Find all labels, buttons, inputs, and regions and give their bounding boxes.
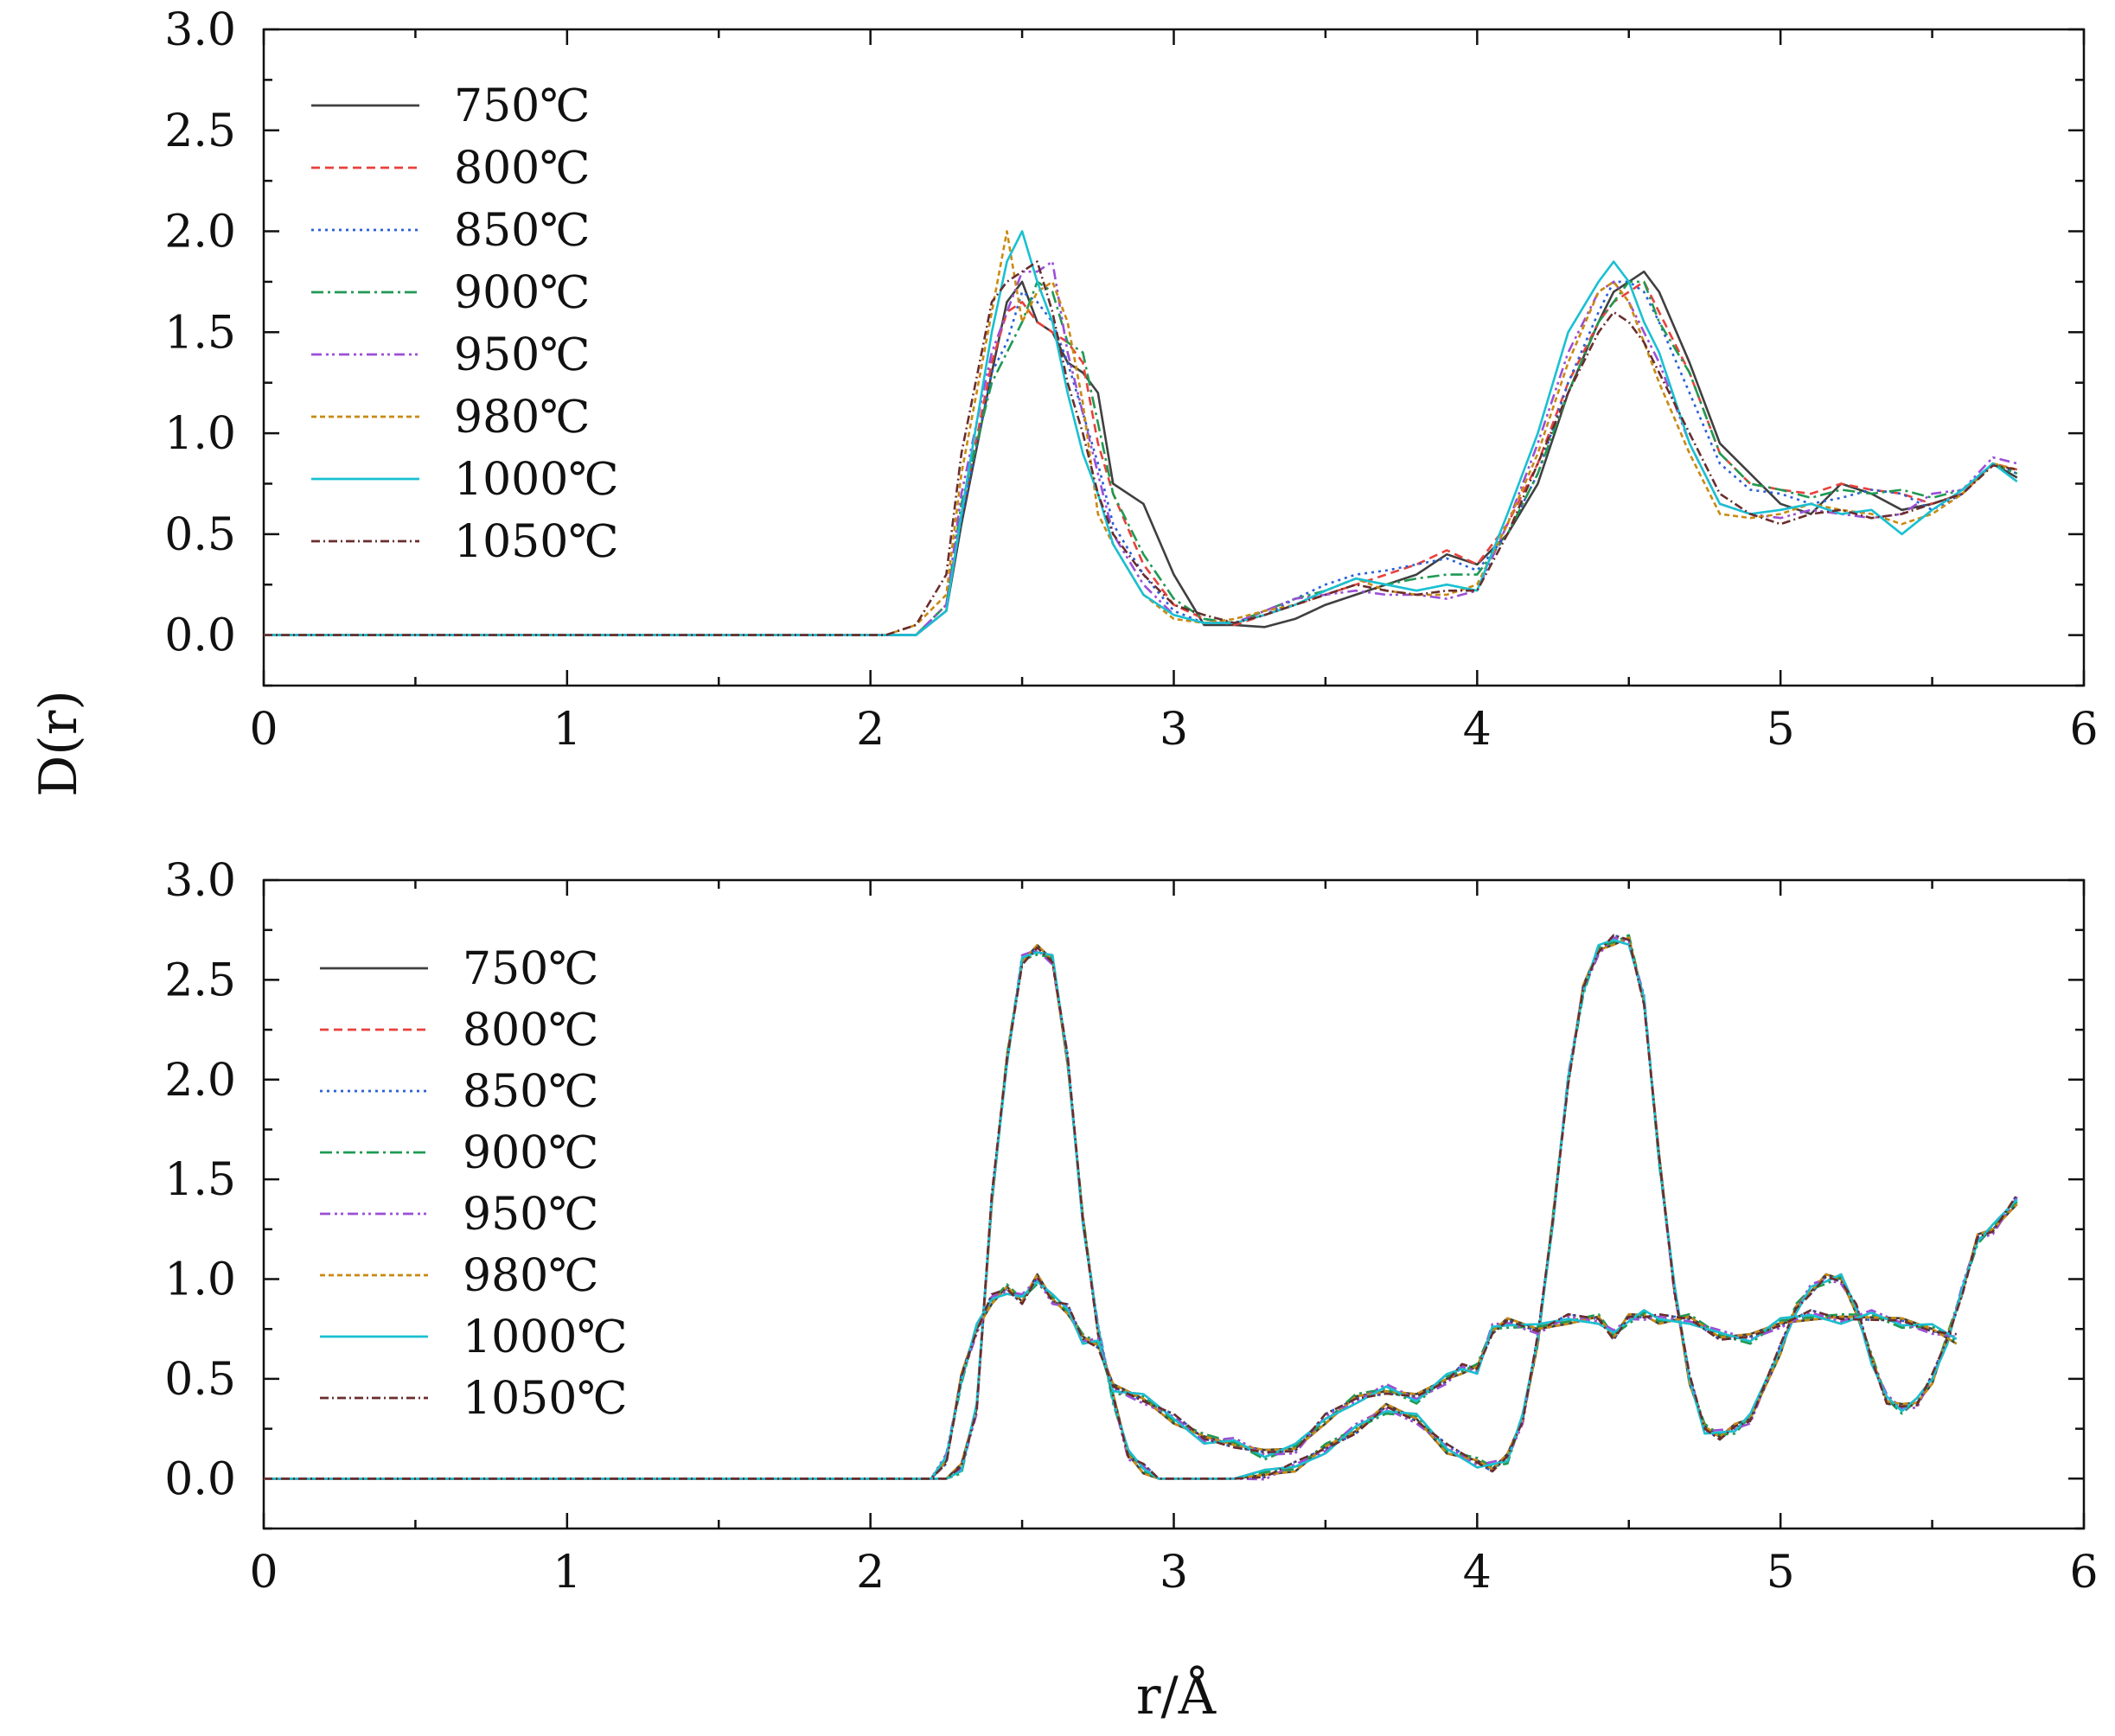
series-line <box>264 280 2018 636</box>
legend-label: 900℃ <box>463 1127 598 1179</box>
y-tick-label: 0.0 <box>164 610 236 662</box>
series-line <box>264 1278 1957 1480</box>
legend-label: 750℃ <box>454 80 590 132</box>
legend-label: 950℃ <box>463 1189 598 1241</box>
x-tick-label: 1 <box>553 704 581 756</box>
y-tick-label: 2.0 <box>164 207 236 258</box>
x-tick-label: 2 <box>856 704 885 756</box>
legend-label: 800℃ <box>463 1005 598 1056</box>
series-line <box>264 1282 1958 1480</box>
series-line <box>264 280 2018 636</box>
y-tick-label: 3.0 <box>164 855 236 907</box>
series-line <box>264 230 2018 636</box>
x-tick-label: 5 <box>1767 704 1795 756</box>
x-axis-title: r/Å <box>1136 1665 1217 1726</box>
y-tick-label: 1.5 <box>164 1154 236 1206</box>
y-tick-label: 1.0 <box>164 1254 236 1306</box>
legend-label: 750℃ <box>463 943 598 995</box>
x-tick-label: 6 <box>2069 1547 2098 1599</box>
panel-bottom: 0 1 2 3 4 5 6 0.0 0.5 1.0 1.5 2.0 2.5 3.0 750℃ 800℃ 850℃… <box>164 855 2098 1599</box>
y-tick-label: 2.5 <box>164 954 236 1006</box>
x-tick-label: 4 <box>1463 704 1492 756</box>
x-tick-label: 5 <box>1767 1547 1795 1599</box>
legend-label: 1000℃ <box>463 1312 628 1363</box>
legend-label: 1000℃ <box>454 454 619 506</box>
series-line <box>264 1275 1957 1480</box>
legend-label: 850℃ <box>463 1066 598 1118</box>
series-line <box>264 260 2018 636</box>
legend-label: 950℃ <box>454 329 590 381</box>
y-tick-label: 3.0 <box>164 4 236 56</box>
x-tick-label: 6 <box>2069 704 2098 756</box>
series-line <box>264 260 2018 636</box>
x-tick-label: 0 <box>249 704 278 756</box>
y-tick-label: 1.5 <box>164 307 236 359</box>
legend-label: 1050℃ <box>463 1373 628 1425</box>
y-tick-label: 1.0 <box>164 408 236 460</box>
y-tick-label: 0.5 <box>164 509 236 561</box>
legend-label: 800℃ <box>454 143 590 195</box>
x-tick-label: 0 <box>249 1547 278 1599</box>
x-tick-label: 2 <box>856 1547 885 1599</box>
y-tick-label: 0.0 <box>164 1453 236 1505</box>
y-tick-label: 0.5 <box>164 1354 236 1406</box>
y-tick-label: 2.5 <box>164 105 236 157</box>
legend-label: 900℃ <box>454 267 590 319</box>
y-tick-label: 2.0 <box>164 1055 236 1107</box>
x-tick-label: 3 <box>1160 1547 1188 1599</box>
x-tick-label: 4 <box>1463 1547 1492 1599</box>
x-tick-label: 3 <box>1160 704 1188 756</box>
legend-label: 850℃ <box>454 205 590 257</box>
legend-label: 980℃ <box>463 1250 598 1302</box>
panel-top: 0 1 2 3 4 5 6 0.0 0.5 1.0 1.5 2.0 2.5 3.0 750℃ 800℃ 850℃… <box>164 4 2098 756</box>
x-tick-label: 1 <box>553 1547 581 1599</box>
legend-label: 1050℃ <box>454 516 619 568</box>
legend-label: 980℃ <box>454 392 590 444</box>
y-axis-title: D(r) <box>29 690 89 797</box>
